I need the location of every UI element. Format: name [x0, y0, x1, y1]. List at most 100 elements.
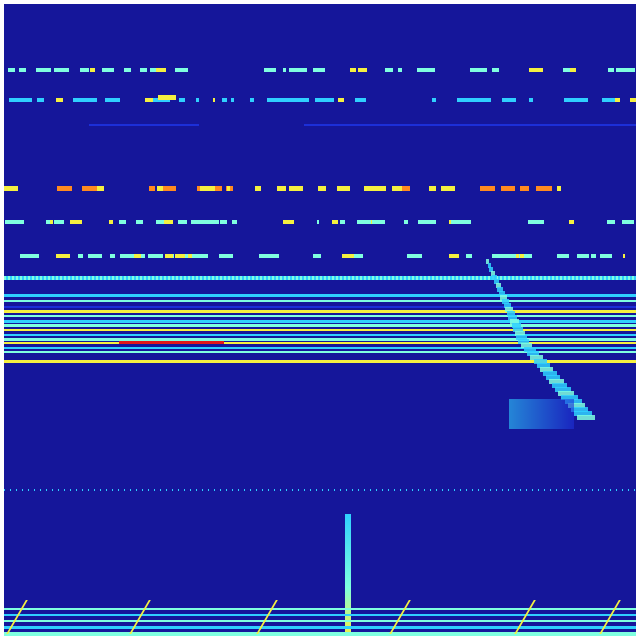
spectral-dash — [259, 254, 271, 258]
chirp-tail — [509, 399, 574, 429]
spectral-dash — [354, 98, 366, 102]
chirp-streak — [492, 275, 497, 280]
spectral-dash — [282, 98, 286, 102]
spectral-dash — [109, 220, 114, 224]
vertical-burst — [345, 514, 351, 636]
spectral-dash — [354, 254, 364, 258]
spectral-dash — [562, 68, 572, 72]
spectral-dash — [12, 186, 18, 191]
spectral-dash — [332, 220, 338, 224]
spectral-dash — [140, 254, 145, 258]
spectral-dash — [109, 254, 115, 258]
spectrogram-image — [4, 4, 636, 636]
spectral-dash — [58, 98, 64, 102]
horizontal-band — [4, 334, 636, 336]
spectral-dash — [395, 186, 399, 191]
spectral-dash — [175, 254, 186, 258]
spectral-dash — [469, 68, 476, 72]
chirp-streak — [506, 311, 515, 316]
chirp-streak — [490, 271, 495, 276]
spectral-dash — [622, 220, 634, 224]
chirp-streak — [489, 267, 493, 272]
chirp-streak — [500, 295, 507, 300]
spectral-dash — [440, 186, 455, 191]
spectral-dash — [249, 98, 255, 102]
spectral-dash — [72, 98, 82, 102]
chirp-streak — [549, 379, 564, 384]
spectral-dash — [19, 254, 27, 258]
spectral-dash — [520, 186, 529, 191]
spectral-dash — [428, 186, 436, 191]
spectral-dash — [476, 68, 488, 72]
spectral-dash — [90, 68, 95, 72]
spectral-dash — [147, 254, 163, 258]
spectral-dash — [35, 68, 51, 72]
chirp-streak — [511, 323, 521, 328]
chirp-streak — [518, 339, 529, 344]
spectral-dash — [339, 220, 346, 224]
chirp-streak — [542, 371, 557, 376]
horizontal-band — [4, 347, 636, 349]
bright-block — [158, 95, 176, 100]
spectral-dash — [449, 220, 452, 224]
spectral-dash — [162, 186, 176, 191]
spectral-dash — [214, 186, 222, 191]
chirp-streak — [513, 327, 523, 332]
spectral-dash — [139, 68, 148, 72]
spectral-dash — [402, 186, 410, 191]
spectral-dash — [416, 68, 421, 72]
spectral-dash — [200, 220, 216, 224]
horizontal-band — [4, 360, 636, 363]
spectral-dash — [528, 98, 534, 102]
spectral-dash — [570, 68, 577, 72]
chirp-streak — [527, 351, 540, 356]
spectral-dash — [472, 98, 482, 102]
bottom-band — [4, 620, 636, 622]
spectral-dash — [466, 254, 473, 258]
spectral-dash — [25, 254, 39, 258]
spectral-dash — [211, 186, 215, 191]
spectral-dash — [312, 68, 316, 72]
chirp-streak — [536, 363, 550, 368]
spectral-dash — [591, 254, 596, 258]
spectral-dash — [101, 68, 114, 72]
spectral-dash — [88, 254, 103, 258]
spectral-dash — [449, 254, 459, 258]
spectral-dash — [349, 68, 357, 72]
spectral-dash — [501, 98, 517, 102]
chirp-streak — [555, 387, 571, 392]
spectral-dash — [568, 220, 574, 224]
chirp-streak — [552, 383, 568, 388]
spectral-dash — [556, 186, 561, 191]
spectral-dash — [222, 98, 228, 102]
horizontal-band — [4, 310, 636, 313]
spectral-dash — [316, 68, 319, 72]
spectral-dash — [622, 254, 625, 258]
spectral-dash — [8, 68, 16, 72]
spectral-dash — [376, 220, 384, 224]
spectral-dash — [190, 220, 205, 224]
spectral-dash — [601, 98, 616, 102]
spectral-dash — [496, 254, 512, 258]
spectral-dash — [461, 98, 472, 102]
spectral-dash — [80, 68, 89, 72]
spectral-dash — [419, 220, 430, 224]
spectral-dash — [36, 98, 44, 102]
chirp-streak — [521, 343, 533, 348]
spectral-dash — [174, 68, 188, 72]
spectral-dash — [529, 68, 543, 72]
spectral-dash — [56, 186, 73, 191]
bottom-band — [4, 632, 636, 636]
spectral-dash — [419, 68, 423, 72]
red-band-segment — [119, 341, 224, 344]
spectral-dash — [145, 98, 153, 102]
spectral-dash — [148, 186, 155, 191]
spectral-dash — [312, 254, 321, 258]
horizontal-band — [4, 306, 636, 308]
spectral-dash — [599, 254, 613, 258]
spectral-dash — [54, 68, 70, 72]
horizontal-band — [4, 351, 636, 353]
spectral-dash — [255, 186, 262, 191]
spectral-dash — [96, 186, 104, 191]
